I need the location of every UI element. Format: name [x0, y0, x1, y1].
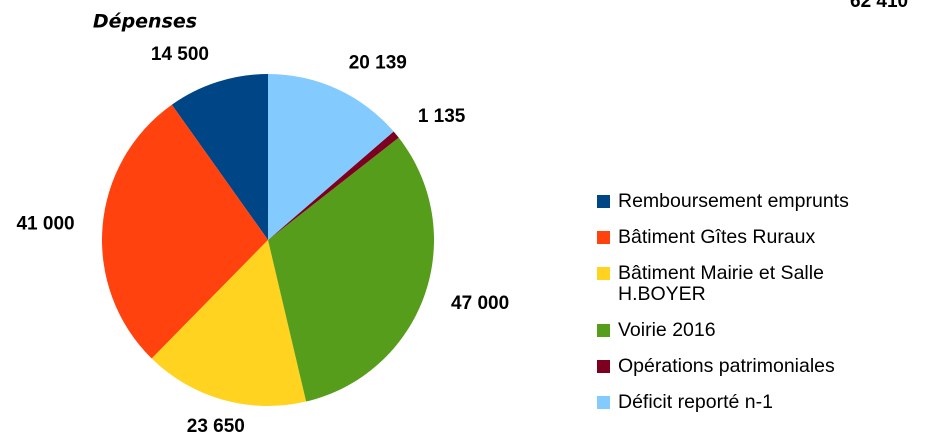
legend-label: Remboursement emprunts [618, 190, 849, 212]
legend-item: Bâtiment Mairie et Salle H.BOYER [597, 263, 925, 305]
data-label: 47 000 [451, 293, 509, 314]
pie-slice [268, 74, 394, 240]
legend-label: Bâtiment Mairie et Salle H.BOYER [618, 262, 824, 305]
legend-item: Remboursement emprunts [597, 191, 925, 212]
legend-label: Opérations patrimoniales [618, 355, 835, 377]
pie-slice [102, 104, 269, 359]
legend-item: Voirie 2016 [597, 320, 925, 341]
data-label: 14 500 [151, 44, 209, 65]
legend-item: Déficit reporté n-1 [597, 392, 925, 413]
data-label: 41 000 [16, 214, 74, 235]
legend-label: Bâtiment Gîtes Ruraux [618, 226, 816, 248]
legend-item: Bâtiment Gîtes Ruraux [597, 227, 925, 248]
data-label: 20 139 [349, 53, 407, 74]
legend-item: Opérations patrimoniales [597, 356, 925, 377]
legend-swatch [597, 267, 610, 280]
legend-swatch [597, 396, 610, 409]
data-label: 1 135 [418, 106, 466, 127]
pie-slice [171, 74, 268, 240]
legend-label: Déficit reporté n-1 [618, 391, 773, 413]
legend: Remboursement emprunts Bâtiment Gîtes Rur… [597, 191, 925, 428]
data-label: 23 650 [187, 416, 245, 435]
pie-slice [268, 131, 399, 240]
chart-title: Dépenses [93, 11, 197, 33]
legend-swatch [597, 324, 610, 337]
pie-slice [151, 240, 307, 407]
legend-label: Voirie 2016 [618, 319, 716, 341]
legend-swatch [597, 360, 610, 373]
legend-swatch [597, 231, 610, 244]
legend-swatch [597, 195, 610, 208]
pie-slice [268, 137, 434, 402]
annotation: 62 410 [850, 0, 908, 12]
